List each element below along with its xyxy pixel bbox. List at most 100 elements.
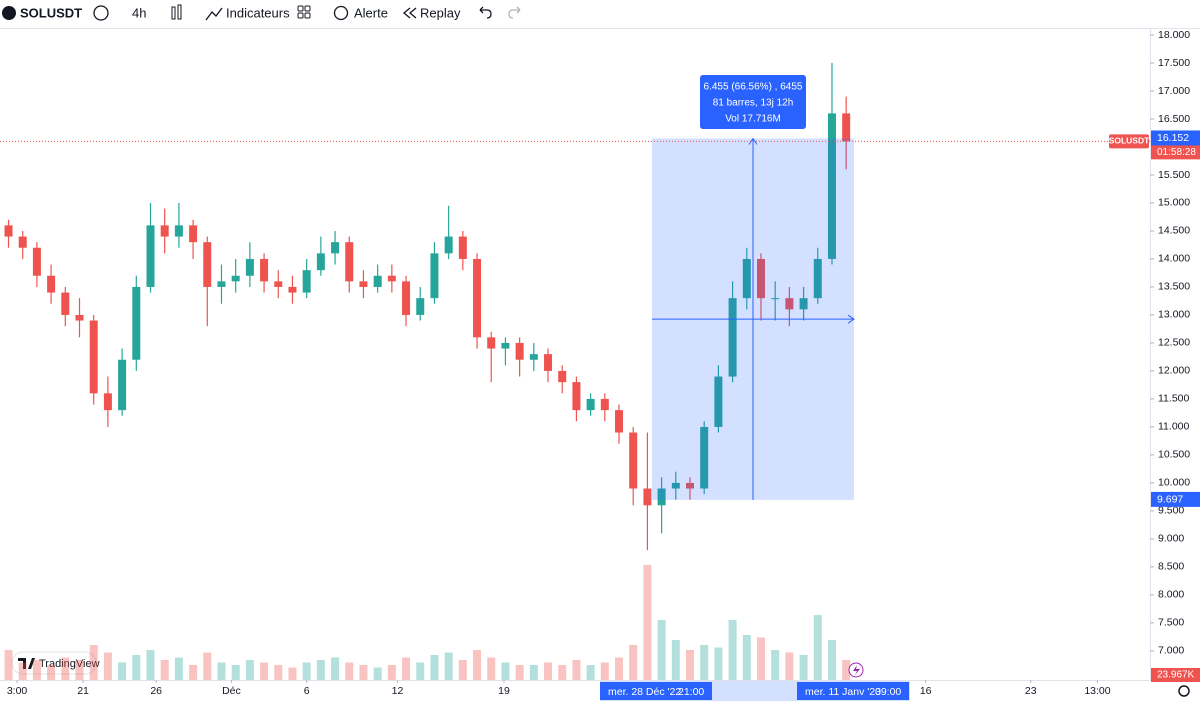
symbol[interactable]: SOLUSDT bbox=[20, 5, 82, 20]
y-tick-label: 8.000 bbox=[1158, 589, 1184, 601]
candle-body bbox=[600, 398, 609, 411]
templates-icon bbox=[304, 5, 311, 12]
replay[interactable]: Replay bbox=[420, 5, 461, 20]
y-tick-label: 11.500 bbox=[1158, 393, 1189, 405]
candle-body bbox=[89, 320, 98, 394]
candle-body bbox=[331, 242, 340, 254]
candle-body bbox=[32, 247, 41, 276]
volume-bar bbox=[529, 665, 538, 680]
volume-bar bbox=[714, 647, 723, 680]
volume-bar bbox=[359, 665, 368, 680]
y-tick-label: 12.000 bbox=[1158, 365, 1190, 377]
y-tick-label: 15.500 bbox=[1158, 169, 1190, 181]
symbol-tag bbox=[1109, 134, 1149, 149]
volume-bar bbox=[18, 662, 27, 680]
time-tag bbox=[600, 682, 712, 700]
volume-bar bbox=[501, 662, 510, 680]
measure-text: 6.455 (66.56%) , 6455 bbox=[704, 82, 803, 93]
templates-icon[interactable] bbox=[297, 5, 304, 12]
chart-type-icon[interactable] bbox=[171, 6, 176, 20]
candle-body bbox=[544, 354, 553, 371]
x-tick-label: 26 bbox=[150, 685, 162, 697]
volume-label: 23.967K bbox=[1157, 670, 1195, 681]
volume-bar bbox=[629, 645, 638, 680]
x-tick-label: Déc bbox=[222, 685, 241, 697]
volume-bar bbox=[288, 667, 297, 680]
candle-body bbox=[728, 298, 737, 377]
indicators-icon bbox=[205, 7, 223, 21]
measure-price-label: 16.152 bbox=[1157, 132, 1189, 144]
measure-text: Vol 17.716M bbox=[725, 114, 781, 125]
volume-bar bbox=[430, 655, 439, 680]
candle-body bbox=[245, 258, 254, 276]
candle-body bbox=[586, 398, 595, 411]
volume-bar bbox=[373, 667, 382, 680]
candle-body bbox=[416, 298, 425, 315]
x-tick-label: 12 bbox=[392, 685, 404, 697]
y-tick-label: 16.500 bbox=[1158, 113, 1190, 125]
candle-body bbox=[558, 370, 567, 383]
candle-body bbox=[813, 258, 822, 299]
candle-body bbox=[189, 225, 198, 243]
interval[interactable]: 4h bbox=[132, 5, 146, 20]
candle-body bbox=[686, 482, 694, 489]
candle-body bbox=[799, 298, 808, 310]
candle-body bbox=[529, 354, 538, 360]
candle-body bbox=[572, 382, 581, 411]
candle-body bbox=[515, 342, 524, 360]
y-tick-label: 15.000 bbox=[1158, 197, 1190, 209]
indicators[interactable]: Indicateurs bbox=[226, 5, 290, 20]
candle-body bbox=[146, 225, 155, 287]
undo[interactable] bbox=[479, 6, 492, 19]
volume-bar bbox=[75, 660, 84, 680]
time-date: mer. 11 Janv '23 bbox=[805, 686, 881, 698]
volume-bar bbox=[827, 640, 836, 680]
candle-body bbox=[402, 281, 411, 315]
volume-bar bbox=[132, 655, 141, 680]
symbol-icon[interactable] bbox=[2, 6, 16, 20]
settings-button[interactable] bbox=[1178, 685, 1190, 697]
volume-tag bbox=[1151, 668, 1200, 682]
volume-bar bbox=[558, 665, 567, 680]
y-tick-label: 17.500 bbox=[1158, 57, 1190, 69]
candle-body bbox=[444, 236, 453, 254]
time-time: 21:00 bbox=[678, 686, 704, 698]
volume-bar bbox=[742, 635, 751, 680]
candle-body bbox=[118, 359, 127, 411]
volume-bar bbox=[416, 662, 425, 680]
measure-tooltip bbox=[700, 75, 806, 129]
volume-bar bbox=[402, 657, 411, 680]
volume-bar bbox=[473, 650, 482, 680]
volume-bar bbox=[331, 657, 340, 680]
y-tick-label: 7.000 bbox=[1158, 645, 1184, 657]
volume-bar bbox=[189, 665, 198, 680]
candle-body bbox=[629, 432, 638, 489]
volume-bar bbox=[118, 662, 127, 680]
candle-body bbox=[160, 225, 169, 237]
volume-bar bbox=[600, 662, 609, 680]
candle-body bbox=[785, 298, 794, 310]
candle-body bbox=[174, 225, 183, 237]
y-tick-label: 13.000 bbox=[1158, 309, 1190, 321]
measure-price-tag bbox=[1151, 130, 1200, 146]
add-button[interactable] bbox=[93, 5, 109, 21]
candle-body bbox=[231, 275, 240, 282]
measure-text: 81 barres, 13j 12h bbox=[713, 98, 794, 109]
y-tick-label: 10.000 bbox=[1158, 477, 1190, 489]
watermark-badge bbox=[11, 651, 97, 675]
volume-bar bbox=[756, 637, 765, 680]
volume-bar bbox=[32, 660, 41, 680]
candle-body bbox=[103, 393, 112, 411]
y-tick-label: 11.000 bbox=[1158, 421, 1189, 433]
toolbar bbox=[0, 0, 1200, 28]
redo[interactable] bbox=[508, 6, 521, 19]
alert[interactable]: Alerte bbox=[354, 5, 388, 20]
x-tick-label: 3:00 bbox=[7, 685, 28, 697]
candle-body bbox=[671, 482, 680, 489]
volume-bar bbox=[700, 645, 709, 680]
volume-bar bbox=[799, 655, 808, 680]
x-tick-label: 21 bbox=[77, 685, 89, 697]
volume-bar bbox=[643, 565, 652, 680]
volume-bar bbox=[813, 615, 822, 680]
volume-bar bbox=[231, 665, 240, 680]
